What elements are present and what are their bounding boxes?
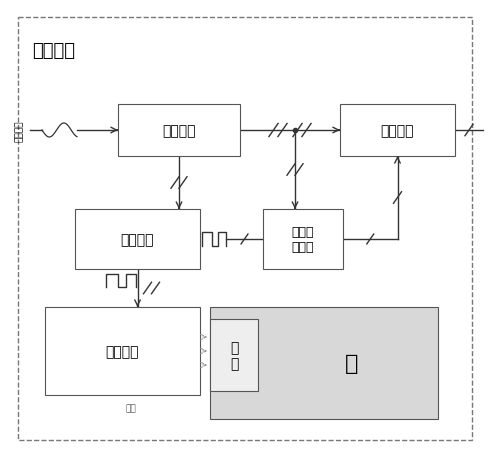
Text: 磁場: 磁場: [125, 403, 136, 412]
Text: 控制電路: 控制電路: [32, 42, 75, 60]
Bar: [263, 210, 343, 269]
Bar: [210, 319, 258, 391]
Text: 電磁線圈: 電磁線圈: [106, 344, 139, 358]
Text: 方波輸
出模塊: 方波輸 出模塊: [292, 225, 314, 253]
Text: 控制單元: 控制單元: [381, 124, 414, 138]
Bar: [75, 210, 200, 269]
Bar: [340, 105, 455, 156]
Text: 供電電路: 供電電路: [162, 124, 196, 138]
Text: 導
體: 導 體: [230, 340, 238, 370]
Bar: [45, 307, 200, 395]
Text: 市電輸入: 市電輸入: [15, 120, 24, 141]
Text: 驅動電路: 驅動電路: [121, 232, 154, 246]
Text: 水: 水: [344, 353, 358, 373]
Bar: [210, 307, 438, 419]
Bar: [118, 105, 240, 156]
